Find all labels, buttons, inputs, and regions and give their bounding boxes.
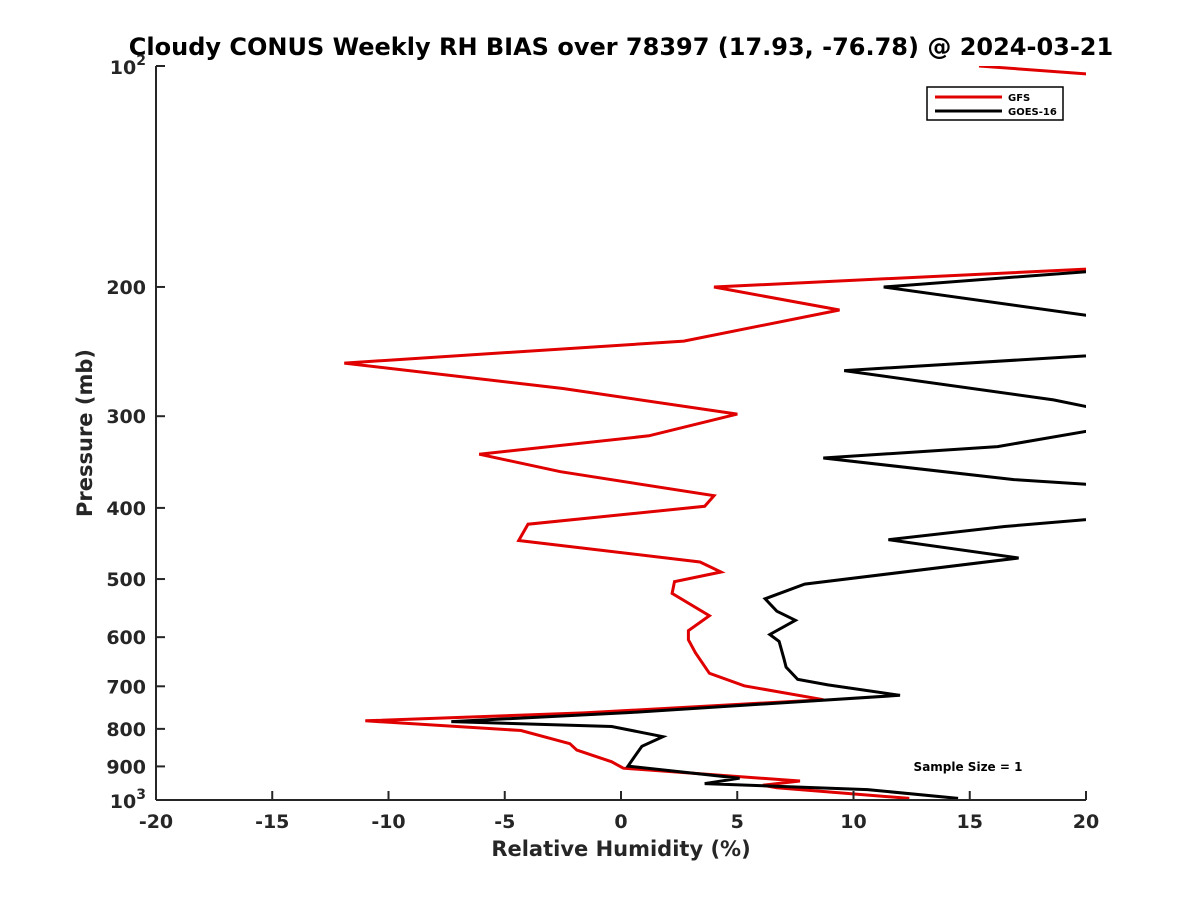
x-tick-label: 0 <box>614 811 627 833</box>
series-layer <box>344 66 1086 800</box>
y-axis-label: Pressure (mb) <box>73 349 97 517</box>
x-axis-label: Relative Humidity (%) <box>491 837 750 861</box>
x-tick-label: -10 <box>371 811 405 833</box>
series-line-goes-16 <box>451 270 1086 800</box>
legend-label-gfs: GFS <box>1008 93 1030 104</box>
y-tick-label: 103 <box>110 787 146 813</box>
x-tick-label: -5 <box>494 811 515 833</box>
series-line-gfs <box>344 66 1086 800</box>
legend-box <box>926 86 1064 121</box>
x-tick-label: 20 <box>1073 811 1099 833</box>
y-tick-label: 800 <box>106 719 146 741</box>
legend: GFS GOES-16 <box>926 86 1064 121</box>
sample-size-annotation: Sample Size = 1 <box>914 760 1023 774</box>
chart-title: Cloudy CONUS Weekly RH BIAS over 78397 (… <box>129 33 1113 61</box>
y-tick-label: 200 <box>106 277 146 299</box>
x-tick-label: 5 <box>731 811 744 833</box>
x-tick-label: 10 <box>840 811 866 833</box>
x-ticks: -20 -15 -10 -5 0 5 10 15 20 <box>139 791 1099 833</box>
y-tick-label: 600 <box>106 627 146 649</box>
y-ticks: 102 200 300 400 500 600 700 800 900 103 <box>106 53 165 813</box>
y-tick-label: 900 <box>106 756 146 778</box>
x-tick-label: -15 <box>255 811 289 833</box>
x-tick-label: 15 <box>957 811 983 833</box>
y-tick-label: 400 <box>106 498 146 520</box>
x-tick-label: -20 <box>139 811 173 833</box>
legend-label-goes-16: GOES-16 <box>1008 107 1057 118</box>
y-tick-label: 700 <box>106 676 146 698</box>
y-tick-label: 500 <box>106 569 146 591</box>
y-tick-label: 102 <box>110 53 146 79</box>
y-tick-label: 300 <box>106 406 146 428</box>
